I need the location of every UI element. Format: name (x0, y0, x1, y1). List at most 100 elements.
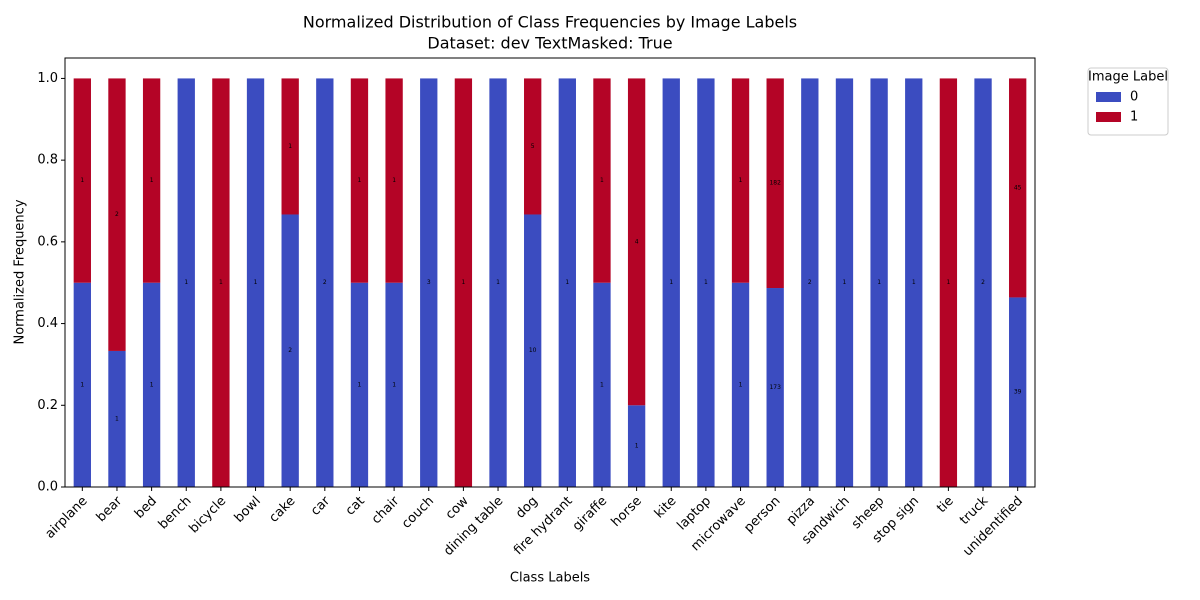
legend-swatch (1096, 92, 1121, 102)
y-tick-label: 1.0 (37, 71, 58, 86)
data-label: 1 (219, 279, 223, 286)
legend-swatch (1096, 112, 1121, 122)
bar-segment (246, 78, 265, 487)
x-tick-label: cat (343, 494, 368, 519)
data-label: 1 (358, 381, 362, 388)
x-tick-label: bicycle (186, 494, 229, 537)
bar-segment (766, 78, 784, 289)
bar-segment (281, 78, 299, 215)
data-label: 2 (981, 279, 985, 286)
bar-segment (558, 78, 576, 487)
data-label: 1 (843, 279, 847, 286)
data-label: 5 (531, 143, 535, 150)
bar-segment (1009, 297, 1027, 487)
chart-title: Normalized Distribution of Class Frequen… (303, 13, 797, 32)
x-tick-label: cake (267, 494, 299, 526)
bar-segment (974, 78, 992, 487)
plot-frame (64, 57, 1036, 488)
data-label: 1 (739, 177, 743, 184)
bar-segment (801, 78, 819, 487)
data-label: 1 (80, 381, 84, 388)
data-label: 173 (769, 384, 781, 391)
data-label: 1 (392, 177, 396, 184)
x-tick-label: chair (369, 493, 403, 527)
data-label: 1 (669, 279, 673, 286)
bar-segment (489, 78, 507, 487)
bar-segment (281, 214, 299, 488)
x-tick-label: dog (513, 494, 541, 522)
data-label: 1 (80, 177, 84, 184)
bar-segment (108, 350, 126, 487)
bar-segment (697, 78, 715, 487)
bar-segment (350, 78, 369, 283)
bar-segment (385, 78, 403, 283)
y-tick-label: 0.8 (37, 153, 58, 168)
data-label: 1 (946, 279, 950, 286)
x-tick-label: giraffe (570, 494, 610, 534)
bar-segment (662, 78, 680, 487)
bar-segment (870, 78, 888, 487)
data-label: 39 (1014, 389, 1022, 396)
bar-segment (524, 78, 542, 215)
y-tick-label: 0.0 (37, 480, 58, 495)
bar-segment (905, 78, 923, 487)
data-label: 1 (600, 381, 604, 388)
bar-segment (385, 282, 403, 487)
legend-label: 0 (1130, 90, 1138, 105)
data-label: 4 (635, 238, 639, 245)
data-label: 1 (358, 177, 362, 184)
x-tick-label: car (308, 493, 334, 519)
y-tick-label: 0.4 (37, 316, 58, 331)
data-label: 1 (565, 279, 569, 286)
data-label: 1 (392, 381, 396, 388)
bar-segment (731, 282, 750, 487)
bar-segment (454, 78, 473, 487)
y-axis-label: Normalized Frequency (13, 199, 28, 344)
data-label: 1 (115, 415, 119, 422)
bar-segment (73, 78, 91, 283)
bar-segment (108, 78, 126, 351)
x-tick-label: kite (652, 494, 680, 522)
x-tick-label: bear (94, 493, 126, 525)
bar-segment (142, 282, 161, 487)
chart-subtitle: Dataset: dev TextMasked: True (427, 34, 672, 53)
data-label: 1 (912, 279, 916, 286)
bar-segment (835, 78, 854, 487)
data-label: 2 (323, 279, 327, 286)
data-label: 1 (184, 279, 188, 286)
bar-segment (420, 78, 438, 487)
x-tick-label: cow (443, 493, 472, 522)
data-label: 1 (635, 443, 639, 450)
data-label: 1 (496, 279, 500, 286)
bar-segment (731, 78, 750, 283)
bar-segment (524, 214, 542, 488)
data-label: 1 (288, 143, 292, 150)
bar-segment (593, 282, 611, 487)
data-label: 1 (739, 381, 743, 388)
data-label: 1 (877, 279, 881, 286)
bar-segment (350, 282, 369, 487)
x-tick-label: horse (609, 494, 645, 530)
data-label: 10 (529, 347, 537, 354)
bar-segment (1009, 78, 1027, 298)
bar-segment (939, 78, 958, 487)
legend-label: 1 (1130, 110, 1138, 125)
x-tick-label: tie (934, 494, 956, 516)
x-tick-label: person (741, 494, 783, 536)
data-label: 45 (1014, 184, 1022, 191)
data-label: 2 (288, 347, 292, 354)
x-tick-label: couch (399, 494, 437, 532)
bar-segment (627, 78, 646, 406)
data-label: 1 (150, 177, 154, 184)
y-tick-label: 0.6 (37, 234, 58, 249)
bar-segment (593, 78, 611, 283)
data-label: 3 (427, 279, 431, 286)
x-tick-label: bed (132, 494, 160, 522)
x-tick-label: bowl (232, 494, 264, 526)
bar-segment (766, 288, 784, 487)
bar-segment (177, 78, 195, 487)
bar-segment (73, 282, 91, 487)
data-label: 1 (254, 279, 258, 286)
legend-title: Image Label (1088, 70, 1168, 85)
